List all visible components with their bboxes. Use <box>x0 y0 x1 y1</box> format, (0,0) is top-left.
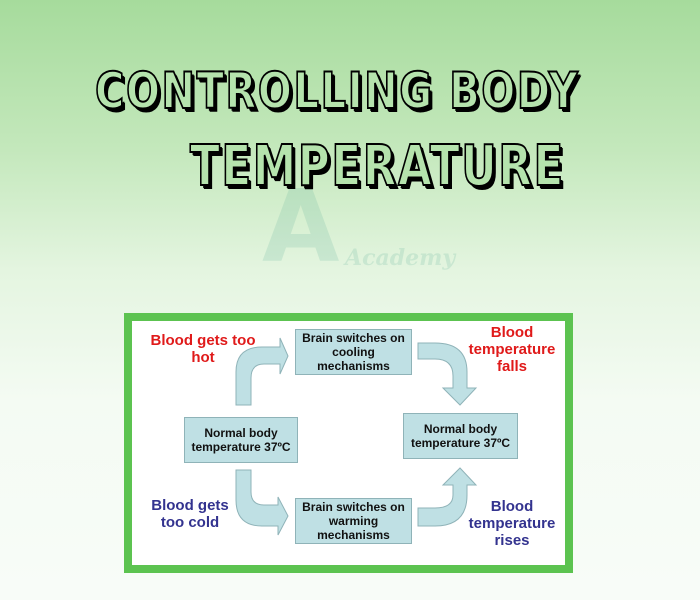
normal-temperature-box-left: Normal body temperature 37ºC <box>184 417 298 463</box>
label-temperature-falls: Blood temperature falls <box>468 324 556 375</box>
watermark-logo-letter: A <box>262 168 340 285</box>
watermark-logo-text: Academy <box>345 245 456 271</box>
warming-mechanisms-box: Brain switches on warming mechanisms <box>295 498 412 544</box>
arrow-right-down <box>417 342 478 406</box>
arrow-right-up <box>417 467 478 527</box>
title-line-2: TEMPERATURE <box>189 133 565 200</box>
arrow-up-right <box>235 337 289 406</box>
label-blood-too-cold: Blood gets too cold <box>151 497 229 531</box>
arrow-down-right <box>235 469 289 536</box>
cooling-mechanisms-box: Brain switches on cooling mechanisms <box>295 329 412 375</box>
normal-temperature-box-right: Normal body temperature 37ºC <box>403 413 518 459</box>
title-line-1: CONTROLLING BODY <box>94 61 580 121</box>
label-temperature-rises: Blood temperature rises <box>468 498 556 549</box>
label-blood-too-hot: Blood gets too hot <box>150 332 256 366</box>
